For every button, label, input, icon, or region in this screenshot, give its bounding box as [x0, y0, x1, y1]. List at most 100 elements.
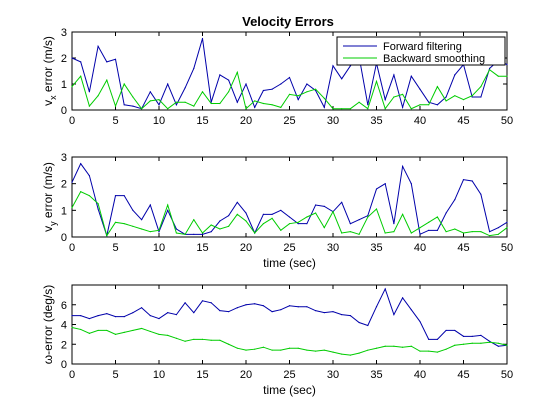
data-point — [262, 305, 264, 307]
data-point — [175, 101, 177, 103]
data-point — [201, 338, 204, 340]
data-point — [123, 104, 125, 106]
data-point — [184, 340, 186, 342]
data-point — [88, 317, 90, 320]
x-axis-label: time (sec) — [263, 256, 316, 270]
data-point — [167, 108, 169, 110]
data-point — [323, 349, 325, 351]
data-point — [141, 108, 143, 110]
data-point — [462, 99, 465, 101]
data-point — [114, 221, 117, 223]
data-point — [375, 347, 378, 349]
data-point — [288, 76, 291, 79]
data-point — [419, 320, 421, 323]
data-point — [114, 316, 117, 318]
data-point — [410, 345, 412, 347]
data-point — [210, 224, 212, 226]
y-axis-label: vy error (m/s) — [41, 162, 58, 232]
data-point — [419, 350, 421, 352]
data-point — [358, 321, 360, 324]
data-point — [454, 199, 456, 201]
data-point — [219, 220, 221, 222]
data-point — [141, 219, 143, 221]
data-point — [462, 335, 465, 337]
data-point — [367, 108, 369, 110]
data-point — [393, 74, 395, 76]
data-point — [393, 223, 395, 225]
data-point — [297, 99, 299, 101]
data-point — [245, 349, 247, 351]
data-point — [245, 83, 247, 85]
y-tick-label: 3 — [61, 27, 67, 39]
data-point — [489, 341, 491, 343]
data-point — [445, 231, 447, 233]
y-axis-label-rest: error (m/s) — [41, 36, 55, 95]
subplot-3: 0 5 10 15 20 25 30 35 40 45 50 0 2 4 6 time (sec) ω-erro… — [41, 284, 513, 397]
data-point — [97, 315, 99, 317]
data-point — [323, 106, 325, 108]
x-tick-label: 40 — [414, 369, 426, 381]
data-point — [436, 86, 438, 88]
y-axis-label-main: ω-error (deg/s) — [41, 285, 55, 364]
data-point — [349, 315, 351, 317]
data-point — [332, 311, 334, 313]
y-axis-label-subscript: y — [48, 221, 58, 226]
x-axis-label: time (sec) — [263, 383, 316, 397]
data-point — [471, 342, 473, 344]
data-point — [471, 96, 473, 98]
data-point — [332, 108, 334, 110]
data-point — [193, 105, 195, 107]
data-point — [445, 96, 447, 98]
data-point — [149, 315, 151, 317]
data-point — [167, 312, 169, 314]
data-point — [358, 233, 360, 235]
data-point — [306, 83, 308, 85]
data-point — [219, 339, 221, 341]
data-point — [123, 83, 125, 85]
data-point — [297, 306, 299, 308]
data-point — [506, 227, 508, 229]
data-point — [201, 232, 204, 234]
data-point — [149, 330, 151, 333]
data-point — [97, 329, 99, 332]
data-point — [71, 86, 73, 88]
x-tick-label: 10 — [153, 242, 165, 254]
data-point — [132, 329, 134, 332]
x-tick-label: 5 — [112, 242, 118, 254]
data-point — [402, 346, 404, 348]
data-point — [445, 348, 447, 350]
data-point — [71, 57, 73, 59]
data-point — [315, 88, 317, 90]
data-point — [158, 231, 160, 233]
data-point — [228, 79, 230, 81]
y-tick-label: 1 — [61, 205, 67, 217]
data-point — [132, 105, 134, 107]
data-point — [341, 201, 343, 203]
data-point — [193, 67, 195, 69]
data-point — [471, 180, 473, 182]
data-point — [506, 75, 508, 77]
data-point — [236, 213, 238, 215]
data-point — [384, 232, 386, 234]
data-point — [315, 350, 317, 352]
data-point — [167, 83, 169, 85]
data-point — [71, 207, 73, 209]
data-point — [254, 348, 256, 350]
data-point — [132, 312, 134, 314]
x-tick-label: 40 — [414, 115, 426, 127]
data-point — [462, 343, 465, 345]
data-point — [236, 307, 238, 309]
data-point — [175, 232, 177, 234]
data-point — [497, 233, 499, 235]
data-point — [506, 221, 508, 223]
data-point — [393, 96, 395, 98]
data-point — [271, 311, 273, 313]
data-point — [175, 228, 177, 230]
data-point — [245, 212, 247, 214]
x-tick-label: 15 — [196, 369, 208, 381]
data-point — [88, 195, 90, 197]
data-point — [184, 101, 186, 103]
